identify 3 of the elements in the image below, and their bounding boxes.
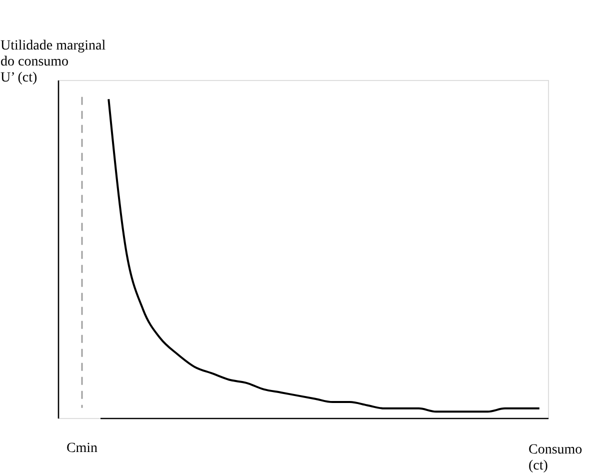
text: Cmin	[66, 441, 98, 456]
y-axis-title: Utilidade marginal do consumo U’ (ct)	[0, 38, 106, 86]
x-axis-title: Consumo (ct)	[528, 442, 582, 474]
